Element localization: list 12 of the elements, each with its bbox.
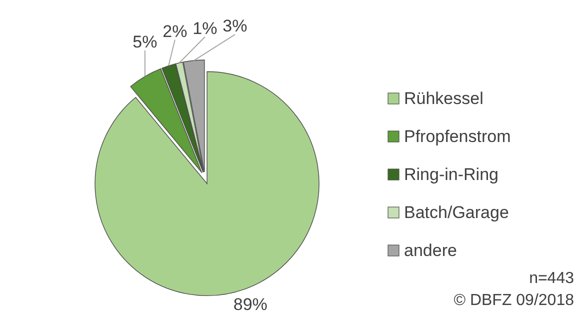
text: © DBFZ 09/2018 <box>454 292 574 309</box>
legend-label: Ring-in-Ring <box>404 165 498 184</box>
legend-label: Batch/Garage <box>404 203 509 222</box>
legend-label: Pfropfenstrom <box>404 127 511 146</box>
text: n=443 <box>529 270 574 287</box>
data-label: 2% <box>162 22 188 41</box>
legend-label: Rühkessel <box>404 89 484 108</box>
legend-label: andere <box>404 241 457 260</box>
data-label: 3% <box>222 16 248 36</box>
data-label: 89% <box>233 295 268 314</box>
data-label: 1% <box>192 18 218 38</box>
data-label: 5% <box>132 32 158 52</box>
